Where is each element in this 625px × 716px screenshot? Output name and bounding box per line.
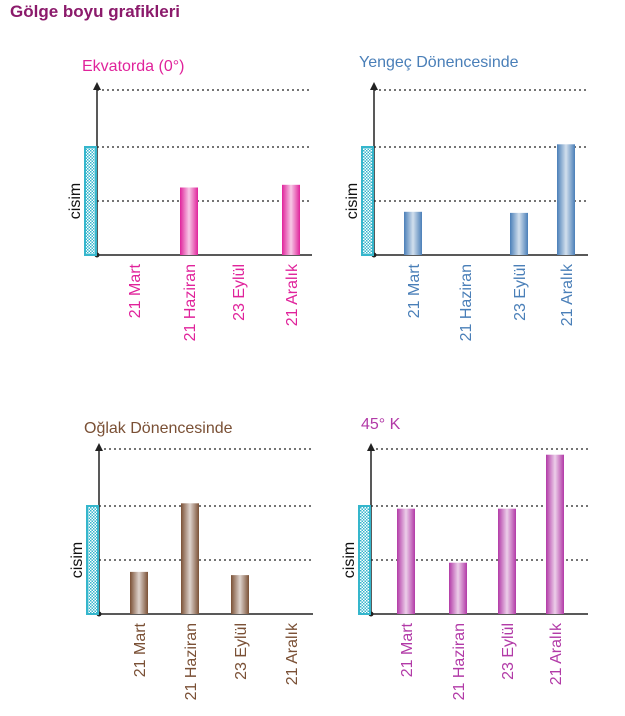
bar-3 — [510, 212, 528, 255]
object-column — [358, 505, 371, 615]
page-title: Gölge boyu grafikleri — [10, 2, 181, 21]
bar-2 — [181, 503, 199, 614]
object-label: cisim — [344, 183, 361, 219]
object-label: cisim — [341, 542, 358, 578]
category-label: 21 Mart — [406, 263, 423, 318]
bar-4 — [557, 144, 575, 255]
category-label: 23 Eylül — [500, 623, 517, 680]
category-label: 21 Mart — [132, 622, 149, 677]
category-label: 23 Eylül — [233, 623, 250, 680]
category-label: 21 Haziran — [451, 623, 468, 700]
bar-2 — [180, 187, 198, 255]
category-label: 21 Aralık — [559, 263, 576, 326]
panel-title: Ekvatorda (0°) — [82, 58, 184, 75]
panel-title: Oğlak Dönencesinde — [84, 420, 233, 437]
category-label: 21 Aralık — [284, 622, 301, 685]
bar-2 — [449, 562, 467, 614]
bar-3 — [231, 575, 249, 614]
y-axis-arrow-icon — [367, 443, 375, 451]
object-column — [86, 505, 99, 615]
category-label: 23 Eylül — [231, 264, 248, 321]
category-label: 21 Mart — [399, 622, 416, 677]
chart-panel-2: Yengeç Dönencesinde cisim 21 Mart 21 Hazira… — [344, 54, 588, 341]
panel-title: Yengeç Dönencesinde — [359, 54, 519, 71]
chart-panel-1: Ekvatorda (0°) cisim 21 Mart 21 Haziran 23 E… — [67, 58, 312, 341]
category-label: 21 Mart — [127, 263, 144, 318]
category-label: 21 Aralık — [284, 263, 301, 326]
category-label: 23 Eylül — [512, 264, 529, 321]
object-label: cisim — [69, 542, 86, 578]
y-axis-arrow-icon — [93, 82, 101, 90]
bar-4 — [546, 454, 564, 614]
bar-1 — [397, 508, 415, 614]
panel-title: 45° K — [361, 416, 401, 433]
category-label: 21 Haziran — [183, 623, 200, 700]
y-axis-arrow-icon — [370, 82, 378, 90]
chart-panel-3: Oğlak Dönencesinde cisim 21 Mart 21 Haziran… — [69, 420, 313, 700]
category-label: 21 Aralık — [548, 622, 565, 685]
bar-1 — [130, 571, 148, 614]
bar-3 — [498, 508, 516, 614]
y-axis-arrow-icon — [95, 443, 103, 451]
chart-panel-4: 45° K cisim 21 Mart 21 Haziran 23 Eylül 21 Ar… — [341, 416, 588, 700]
object-label: cisim — [67, 183, 84, 219]
category-label: 21 Haziran — [182, 264, 199, 341]
category-label: 21 Haziran — [458, 264, 475, 341]
bar-4 — [282, 184, 300, 255]
bar-1 — [404, 211, 422, 255]
object-column — [361, 146, 374, 256]
object-column — [84, 146, 97, 256]
